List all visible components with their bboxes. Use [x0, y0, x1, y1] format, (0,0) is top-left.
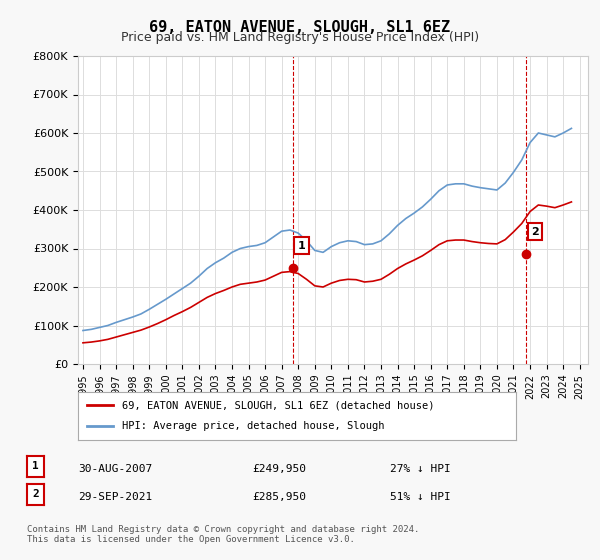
Text: 1: 1 [298, 240, 305, 250]
Text: 69, EATON AVENUE, SLOUGH, SL1 6EZ: 69, EATON AVENUE, SLOUGH, SL1 6EZ [149, 20, 451, 35]
Text: Price paid vs. HM Land Registry's House Price Index (HPI): Price paid vs. HM Land Registry's House … [121, 31, 479, 44]
Text: 51% ↓ HPI: 51% ↓ HPI [390, 492, 451, 502]
Text: 2: 2 [531, 227, 539, 237]
Text: HPI: Average price, detached house, Slough: HPI: Average price, detached house, Slou… [122, 421, 385, 431]
Text: 2: 2 [32, 489, 39, 500]
Text: Contains HM Land Registry data © Crown copyright and database right 2024.
This d: Contains HM Land Registry data © Crown c… [27, 525, 419, 544]
Text: 1: 1 [32, 461, 39, 472]
Text: 30-AUG-2007: 30-AUG-2007 [78, 464, 152, 474]
Text: 69, EATON AVENUE, SLOUGH, SL1 6EZ (detached house): 69, EATON AVENUE, SLOUGH, SL1 6EZ (detac… [122, 400, 434, 410]
Text: 27% ↓ HPI: 27% ↓ HPI [390, 464, 451, 474]
Text: £249,950: £249,950 [252, 464, 306, 474]
Text: £285,950: £285,950 [252, 492, 306, 502]
Text: 29-SEP-2021: 29-SEP-2021 [78, 492, 152, 502]
